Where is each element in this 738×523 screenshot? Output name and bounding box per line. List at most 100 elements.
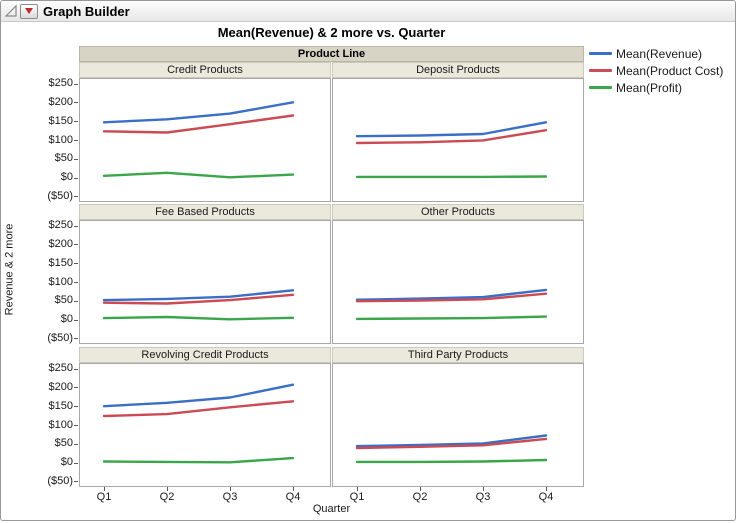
x-tick-label: Q4 <box>285 491 301 503</box>
report-title-text: Graph Builder <box>43 3 130 19</box>
y-tick-mark <box>74 319 78 321</box>
x-axis-title: Quarter <box>312 503 351 515</box>
series-line[interactable] <box>102 289 295 302</box>
series-line[interactable] <box>102 383 295 408</box>
series-line[interactable] <box>102 171 295 179</box>
panel-label-strip: Fee Based Products <box>79 204 331 220</box>
line-chart <box>102 383 295 464</box>
x-tick-label: Q2 <box>159 491 175 503</box>
legend-line-swatch <box>589 69 612 72</box>
y-tick-label: $150 <box>48 256 73 269</box>
y-tick-mark <box>74 244 78 246</box>
y-tick-mark <box>74 102 78 104</box>
y-tick-label: $250 <box>48 77 73 90</box>
panel-label-strip: Third Party Products <box>332 347 584 363</box>
panel-label-strip: Credit Products <box>79 62 331 78</box>
legend-line-swatch <box>589 52 612 55</box>
y-tick-mark <box>74 140 78 141</box>
legend-label: Mean(Product Cost) <box>616 63 724 78</box>
y-tick-mark <box>74 425 78 426</box>
y-tick-mark <box>74 158 78 160</box>
legend-label: Mean(Profit) <box>616 80 683 95</box>
y-tick-label: $200 <box>48 95 73 108</box>
legend-line-swatch <box>589 86 612 89</box>
y-tick-mark <box>74 338 78 340</box>
series-line[interactable] <box>102 315 295 321</box>
y-tick-label: ($50) <box>47 474 73 487</box>
y-tick-label: ($50) <box>47 189 73 202</box>
panel-label-strip: Revolving Credit Products <box>79 347 331 363</box>
x-tick-mark <box>546 487 547 491</box>
series-line[interactable] <box>102 456 295 464</box>
y-tick-label: $100 <box>48 275 73 288</box>
series-line[interactable] <box>355 292 548 303</box>
y-tick-label: $50 <box>54 437 73 450</box>
y-tick-mark <box>74 443 78 445</box>
plot-panel[interactable] <box>79 78 331 202</box>
series-line[interactable] <box>355 315 548 321</box>
y-tick-mark <box>74 406 78 408</box>
y-tick-mark <box>74 121 78 123</box>
series-line[interactable] <box>355 121 548 138</box>
series-line[interactable] <box>102 293 295 305</box>
y-tick-label: $250 <box>48 362 73 375</box>
y-tick-label: $250 <box>48 219 73 232</box>
y-tick-mark <box>74 368 78 370</box>
y-tick-label: $0 <box>60 313 73 326</box>
red-triangle-menu-button[interactable] <box>20 3 38 19</box>
y-tick-label: $100 <box>48 133 73 146</box>
x-tick-label: Q4 <box>538 491 554 503</box>
plot-panel[interactable] <box>79 220 331 344</box>
line-chart <box>355 434 548 464</box>
y-tick-mark <box>74 225 78 227</box>
y-tick-mark <box>74 177 78 179</box>
facet-header-product-line: Product Line <box>79 46 584 62</box>
red-triangle-icon <box>25 8 33 14</box>
plot-panel[interactable] <box>79 363 331 487</box>
y-tick-mark <box>74 282 78 283</box>
y-tick-label: $0 <box>60 456 73 469</box>
legend-label: Mean(Revenue) <box>616 46 703 61</box>
y-tick-label: $200 <box>48 237 73 250</box>
x-tick-mark <box>230 487 231 491</box>
panel-label-strip: Deposit Products <box>332 62 584 78</box>
y-tick-mark <box>74 83 78 85</box>
y-tick-label: $150 <box>48 399 73 412</box>
x-tick-mark <box>357 487 358 491</box>
series-line[interactable] <box>355 437 548 450</box>
line-chart <box>355 121 548 179</box>
series-line[interactable] <box>355 458 548 464</box>
chart-title: Mean(Revenue) & 2 more vs. Quarter <box>217 25 446 40</box>
line-chart <box>102 101 295 179</box>
y-tick-label: $200 <box>48 380 73 393</box>
series-line[interactable] <box>355 288 548 301</box>
series-line[interactable] <box>102 400 295 418</box>
x-tick-label: Q1 <box>96 491 112 503</box>
y-tick-mark <box>74 196 78 198</box>
plot-panel[interactable] <box>332 363 584 487</box>
line-chart <box>102 289 295 321</box>
series-line[interactable] <box>102 101 295 124</box>
series-line[interactable] <box>355 434 548 448</box>
series-line[interactable] <box>355 129 548 145</box>
y-tick-label: $50 <box>54 294 73 307</box>
x-tick-label: Q1 <box>349 491 365 503</box>
series-line[interactable] <box>102 114 295 134</box>
x-tick-mark <box>420 487 421 491</box>
legend-item[interactable]: Mean(Product Cost) <box>589 62 723 79</box>
plot-panel[interactable] <box>332 78 584 202</box>
y-tick-mark <box>74 387 78 389</box>
disclosure-triangle-icon[interactable] <box>4 4 18 18</box>
x-tick-mark <box>167 487 168 491</box>
y-tick-mark <box>74 300 78 302</box>
x-tick-label: Q2 <box>412 491 428 503</box>
legend-item[interactable]: Mean(Profit) <box>589 79 723 96</box>
plot-panel[interactable] <box>332 220 584 344</box>
report-titlebar: Graph Builder <box>1 1 735 22</box>
x-tick-mark <box>293 487 294 491</box>
legend: Mean(Revenue) Mean(Product Cost) Mean(Prof… <box>589 45 723 96</box>
y-tick-mark <box>74 481 78 483</box>
x-tick-label: Q3 <box>222 491 238 503</box>
legend-item[interactable]: Mean(Revenue) <box>589 45 723 62</box>
